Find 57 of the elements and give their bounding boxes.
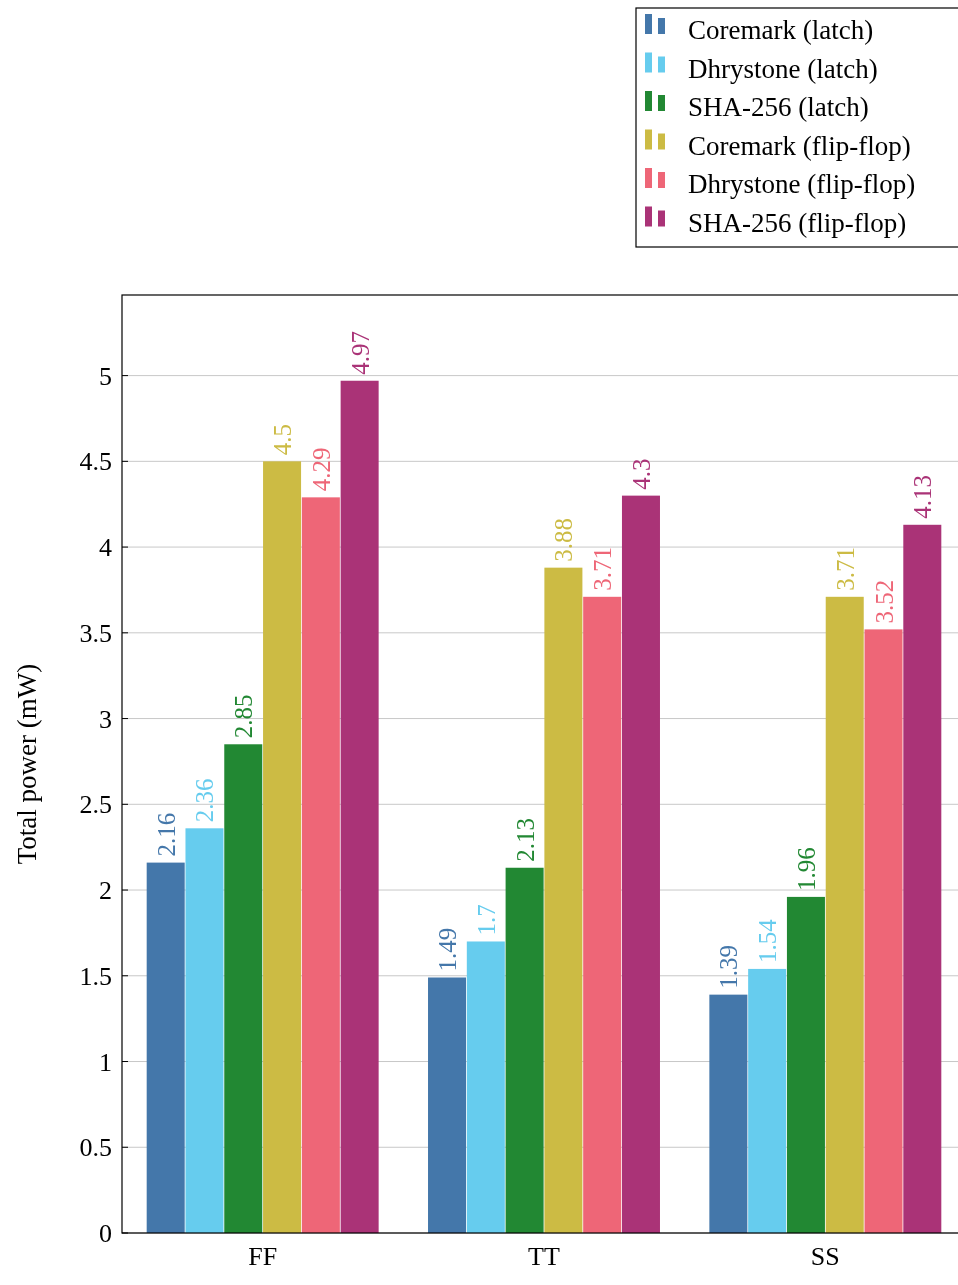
- y-tick-label: 3.5: [79, 618, 112, 648]
- data-label: 3.52: [870, 579, 898, 624]
- y-tick-label: 0: [99, 1219, 112, 1249]
- data-label: 3.88: [550, 517, 578, 562]
- data-label: 1.39: [715, 944, 743, 989]
- y-tick-label: 1: [99, 1047, 112, 1077]
- bar: [748, 968, 787, 1233]
- y-tick-label: 3: [99, 704, 112, 734]
- x-tick-label: TT: [528, 1242, 560, 1271]
- bar: [263, 461, 302, 1233]
- y-axis-title: Total power (mW): [12, 663, 42, 865]
- data-label: 3.71: [831, 547, 859, 591]
- bar: [544, 567, 583, 1233]
- y-tick-label: 0.5: [79, 1133, 112, 1163]
- bar: [466, 941, 505, 1233]
- y-tick-label: 5: [99, 361, 112, 391]
- y-tick-label: 1.5: [79, 961, 112, 991]
- bar: [786, 896, 825, 1233]
- bar: [428, 977, 467, 1233]
- legend-label: Dhrystone (flip-flop): [688, 169, 916, 200]
- data-label: 1.54: [754, 918, 782, 963]
- data-label: 4.97: [346, 330, 374, 375]
- bar: [864, 629, 903, 1233]
- y-tick-label: 4.5: [79, 447, 112, 477]
- x-tick-label: FF: [248, 1242, 278, 1271]
- bar: [621, 495, 660, 1233]
- y-tick-label: 4: [99, 533, 112, 563]
- bar: [301, 497, 340, 1233]
- legend-label: Coremark (latch): [688, 15, 874, 46]
- bar: [903, 524, 942, 1233]
- bar: [146, 862, 185, 1233]
- legend-label: Coremark (flip-flop): [688, 130, 911, 161]
- data-label: 2.36: [191, 778, 219, 823]
- y-tick-label: 2.5: [79, 790, 112, 820]
- legend-label: SHA-256 (flip-flop): [688, 207, 907, 238]
- data-label: 1.7: [472, 904, 500, 936]
- data-label: 1.96: [792, 847, 820, 891]
- data-label: 2.85: [230, 694, 258, 739]
- data-label: 2.16: [152, 812, 180, 857]
- bar: [583, 596, 622, 1233]
- legend-label: SHA-256 (latch): [688, 92, 869, 123]
- bar: [185, 828, 224, 1233]
- data-label: 1.49: [434, 927, 462, 972]
- bar: [825, 596, 864, 1233]
- data-label: 2.13: [511, 818, 539, 862]
- bar: [505, 867, 544, 1233]
- bar: [340, 380, 379, 1233]
- bar: [224, 744, 263, 1233]
- data-label: 4.29: [307, 447, 335, 492]
- legend-label: Dhrystone (latch): [688, 53, 878, 84]
- data-label: 4.5: [269, 424, 297, 456]
- x-tick-label: SS: [810, 1242, 840, 1271]
- data-label: 3.71: [589, 547, 617, 591]
- y-tick-label: 2: [99, 876, 112, 906]
- data-label: 4.3: [627, 458, 655, 490]
- data-label: 4.13: [909, 475, 937, 519]
- bar: [709, 994, 748, 1233]
